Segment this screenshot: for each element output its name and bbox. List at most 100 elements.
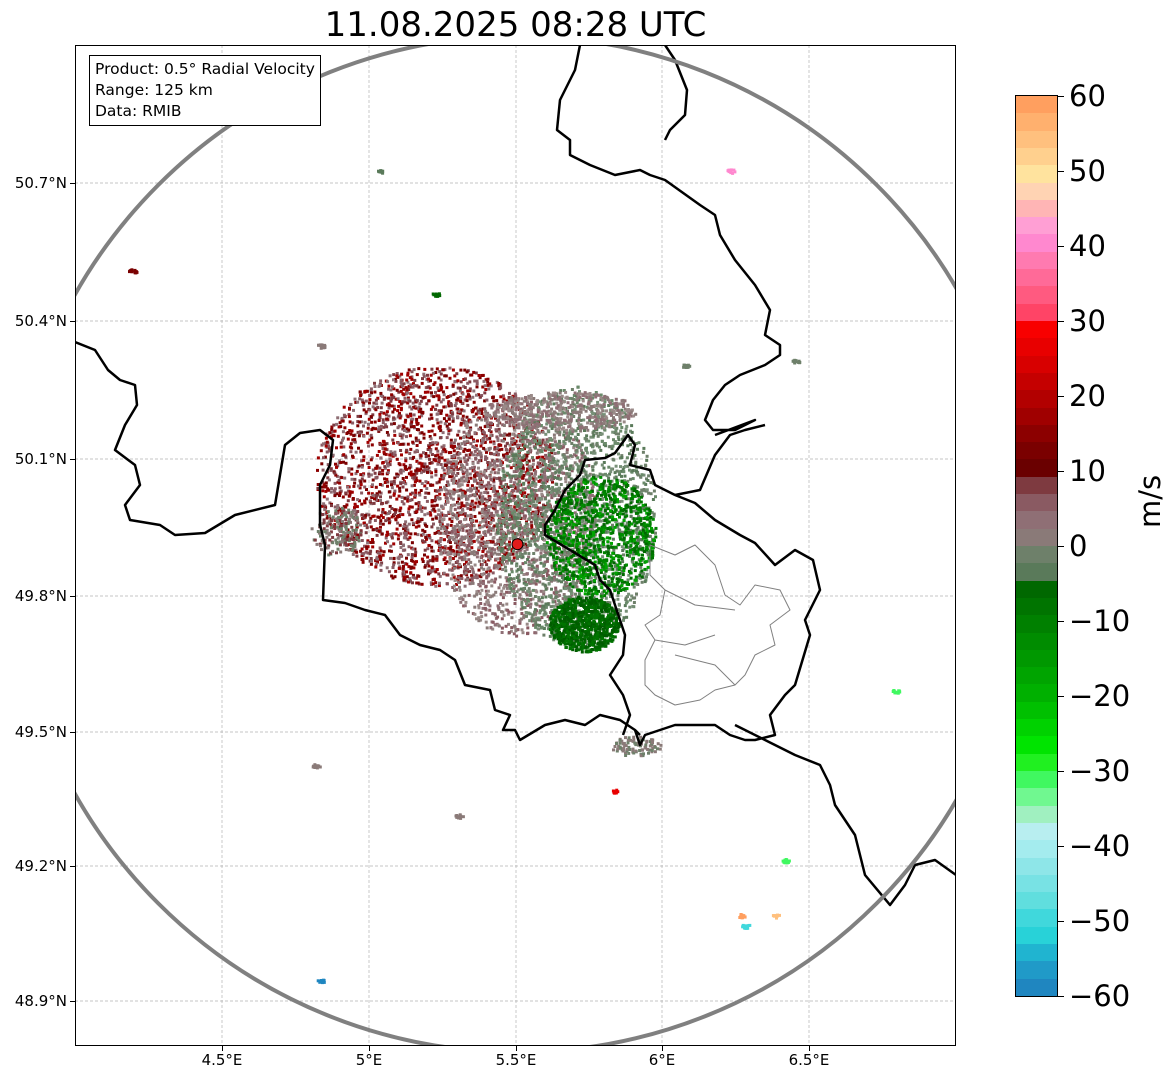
echo-pixel <box>354 548 358 552</box>
echo-pixel <box>448 494 452 497</box>
echo-pixel <box>477 409 480 413</box>
echo-pixel <box>494 557 498 561</box>
echo-pixel <box>510 616 514 620</box>
echo-pixel <box>380 483 384 487</box>
echo-pixel <box>476 489 480 493</box>
echo-pixel <box>403 575 406 579</box>
echo-pixel <box>462 475 466 479</box>
echo-pixel <box>541 430 545 434</box>
echo-pixel <box>451 586 455 589</box>
echo-pixel <box>610 425 614 429</box>
echo-pixel <box>521 502 525 506</box>
echo-pixel <box>370 496 374 499</box>
echo-pixel <box>430 416 434 420</box>
echo-pixel <box>454 588 458 592</box>
echo-pixel <box>490 513 494 517</box>
echo-pixel <box>417 491 421 495</box>
echo-pixel <box>392 563 396 567</box>
echo-pixel <box>554 591 558 594</box>
echo-pixel <box>505 448 509 452</box>
echo-pixel <box>471 493 475 497</box>
echo-pixel <box>413 384 416 387</box>
echo-pixel <box>466 535 469 539</box>
echo-pixel <box>509 454 513 458</box>
echo-pixel <box>331 453 335 457</box>
echo-pixel <box>355 550 359 554</box>
echo-pixel <box>593 474 597 478</box>
echo-pixel <box>537 535 541 539</box>
echo-pixel <box>449 402 452 405</box>
echo-pixel <box>485 600 489 604</box>
echo-pixel <box>487 529 491 533</box>
echo-pixel <box>465 468 469 472</box>
echo-pixel <box>427 379 431 383</box>
echo-pixel <box>459 423 463 427</box>
echo-pixel <box>422 469 426 473</box>
echo-pixel <box>441 431 445 435</box>
echo-pixel <box>491 459 495 463</box>
echo-pixel <box>453 528 456 532</box>
echo-pixel <box>482 484 486 488</box>
echo-pixel <box>478 474 482 478</box>
echo-pixel <box>460 442 464 446</box>
echo-pixel <box>493 504 497 508</box>
echo-pixel <box>510 626 514 630</box>
echo-pixel <box>618 473 622 477</box>
echo-pixel <box>479 470 483 474</box>
echo-pixel <box>475 382 479 386</box>
echo-pixel <box>484 412 488 416</box>
echo-pixel <box>351 553 355 556</box>
echo-pixel <box>333 487 337 491</box>
echo-pixel <box>413 475 417 479</box>
echo-pixel <box>523 437 527 441</box>
echo-pixel <box>439 523 442 527</box>
echo-pixel <box>472 508 476 512</box>
echo-pixel <box>569 534 572 538</box>
echo-pixel <box>469 565 473 569</box>
echo-pixel <box>480 496 484 499</box>
echo-pixel <box>459 550 463 554</box>
echo-pixel <box>500 626 504 630</box>
echo-pixel <box>526 445 529 449</box>
echo-pixel <box>517 549 521 553</box>
echo-pixel <box>339 461 343 464</box>
echo-pixel <box>472 370 476 374</box>
echo-pixel <box>457 506 461 510</box>
echo-pixel <box>487 481 491 485</box>
echo-pixel <box>366 539 370 543</box>
echo-pixel <box>394 510 398 514</box>
echo-pixel <box>360 398 364 402</box>
echo-pixel <box>495 542 499 546</box>
echo-pixel <box>463 398 467 402</box>
echo-pixel <box>492 480 496 484</box>
echo-pixel <box>457 494 461 498</box>
echo-pixel <box>504 490 508 494</box>
echo-pixel <box>367 474 371 478</box>
echo-pixel <box>368 552 372 556</box>
echo-pixel <box>430 566 434 570</box>
echo-pixel <box>499 557 503 561</box>
echo-pixel <box>471 567 475 571</box>
echo-pixel <box>533 579 537 583</box>
echo-pixel <box>450 531 454 535</box>
echo-pixel <box>517 509 521 513</box>
echo-pixel <box>528 442 532 446</box>
echo-pixel <box>520 571 524 575</box>
echo-pixel <box>387 490 391 494</box>
echo-pixel <box>350 472 354 476</box>
echo-pixel <box>351 497 355 500</box>
echo-pixel <box>475 492 478 496</box>
echo-pixel <box>494 590 498 594</box>
echo-pixel <box>416 517 420 521</box>
echo-pixel <box>555 578 559 582</box>
echo-pixel <box>410 556 414 559</box>
echo-pixel <box>406 499 410 503</box>
echo-pixel <box>375 494 379 498</box>
echo-pixel <box>527 509 531 513</box>
echo-pixel <box>522 614 526 618</box>
echo-pixel <box>375 533 379 537</box>
echo-pixel <box>491 504 495 508</box>
echo-pixel <box>443 502 447 506</box>
echo-pixel <box>462 421 465 425</box>
echo-pixel <box>540 574 544 577</box>
